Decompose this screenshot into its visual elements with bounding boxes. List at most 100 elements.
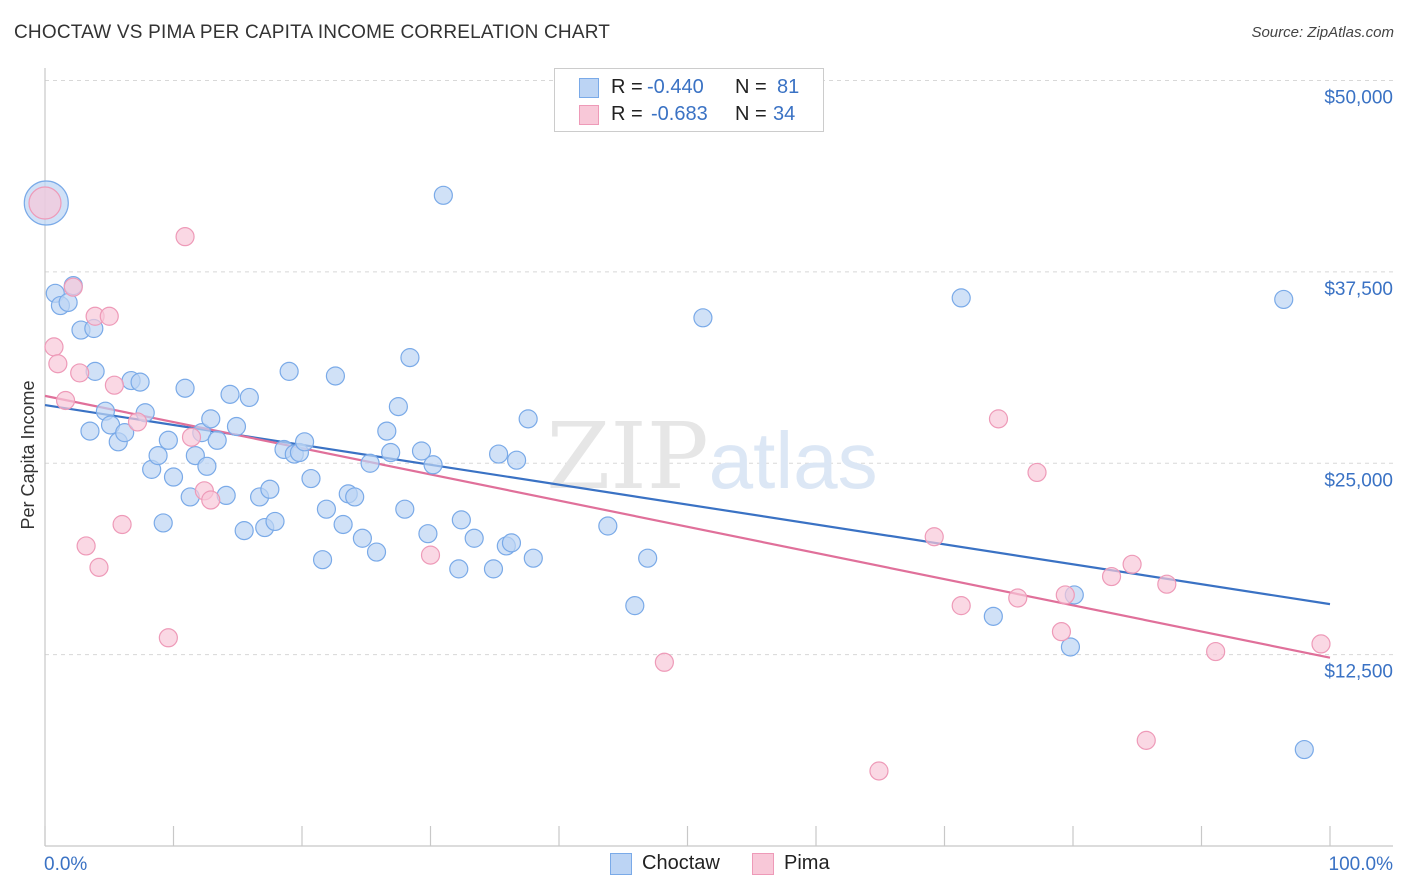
choctaw-n-label: N = <box>735 76 767 98</box>
data-points <box>23 180 1331 781</box>
choctaw-point-71 <box>598 516 618 536</box>
choctaw-point-59 <box>423 455 443 475</box>
pima-n-label: N = <box>735 103 767 125</box>
choctaw-point-73 <box>638 548 658 568</box>
y-tick-label-0: $12,500 <box>1324 662 1393 683</box>
choctaw-point-36 <box>265 511 285 532</box>
chart-source: Source: ZipAtlas.com <box>1251 24 1394 41</box>
pima-point-23 <box>988 409 1009 429</box>
choctaw-point-6 <box>80 421 100 441</box>
pima-point-29 <box>1122 554 1142 574</box>
axis-labels: $12,500 $25,000 $37,500 $50,000 0.0% 100.0% Pe… <box>18 88 1393 876</box>
pima-point-28 <box>1101 566 1122 587</box>
choctaw-point-69 <box>518 409 538 429</box>
choctaw-point-29 <box>220 384 240 404</box>
pima-point-22 <box>951 596 971 616</box>
choctaw-point-70 <box>523 548 543 568</box>
bottom-legend-pima-label: Pima <box>784 852 830 874</box>
choctaw-point-55 <box>395 499 415 519</box>
choctaw-point-56 <box>400 348 420 368</box>
y-tick-label-2: $37,500 <box>1324 279 1393 300</box>
pima-point-20 <box>869 761 889 781</box>
pima-point-33 <box>1311 634 1331 654</box>
choctaw-point-44 <box>316 499 337 519</box>
choctaw-point-79 <box>1274 289 1294 310</box>
pima-point-13 <box>158 628 178 648</box>
pima-point-25 <box>1027 462 1047 483</box>
watermark-atlas: atlas <box>709 416 878 505</box>
x-tick-label-min: 0.0% <box>44 854 87 875</box>
choctaw-point-20 <box>163 467 184 487</box>
pima-point-6 <box>76 536 96 556</box>
pima-point-9 <box>99 306 119 326</box>
choctaw-point-35 <box>260 479 280 499</box>
watermark: ZIPatlas <box>546 403 877 510</box>
choctaw-point-52 <box>377 421 397 441</box>
choctaw-point-12 <box>115 423 135 443</box>
pima-point-18 <box>420 545 441 565</box>
choctaw-point-32 <box>239 387 259 408</box>
choctaw-point-54 <box>388 397 408 417</box>
choctaw-point-26 <box>201 409 221 429</box>
choctaw-point-63 <box>464 528 484 548</box>
choctaw-point-60 <box>433 185 453 205</box>
y-tick-label-1: $25,000 <box>1324 470 1393 491</box>
correlation-legend: R = -0.440 N = 81 R = -0.683 N = 34 <box>554 68 824 132</box>
bottom-legend-choctaw-swatch <box>610 853 632 875</box>
choctaw-point-80 <box>1294 739 1314 760</box>
choctaw-point-46 <box>333 514 353 535</box>
choctaw-swatch <box>579 78 599 98</box>
y-tick-label-3: $50,000 <box>1324 88 1393 109</box>
pima-point-0 <box>28 186 62 220</box>
pima-point-24 <box>1008 588 1028 608</box>
choctaw-point-17 <box>148 445 168 466</box>
pima-point-14 <box>175 227 195 247</box>
pima-point-31 <box>1157 574 1177 594</box>
choctaw-point-19 <box>158 430 178 450</box>
choctaw-point-43 <box>312 550 333 570</box>
bottom-legend-pima-swatch <box>752 853 774 875</box>
gridlines <box>45 80 1393 656</box>
choctaw-point-27 <box>207 430 227 450</box>
pima-trend-line <box>44 394 1331 659</box>
choctaw-point-25 <box>197 456 217 476</box>
choctaw-point-51 <box>366 542 387 562</box>
choctaw-point-65 <box>489 444 509 464</box>
pima-point-12 <box>127 412 148 432</box>
pima-point-8 <box>89 557 109 577</box>
choctaw-point-18 <box>153 513 173 533</box>
pima-point-2 <box>48 354 68 374</box>
y-axis-label: Per Capita Income <box>18 380 38 529</box>
choctaw-point-67 <box>501 533 522 553</box>
choctaw-point-30 <box>226 416 247 437</box>
choctaw-point-45 <box>325 366 346 386</box>
choctaw-point-38 <box>279 361 299 381</box>
choctaw-point-57 <box>411 441 432 461</box>
pima-point-27 <box>1055 585 1075 605</box>
pima-r-label: R = <box>611 103 643 125</box>
pima-point-26 <box>1051 622 1072 642</box>
choctaw-point-58 <box>418 524 438 544</box>
pima-n-value: 34 <box>773 103 796 125</box>
x-tick-label-max: 100.0% <box>1329 854 1394 875</box>
pima-point-4 <box>63 277 83 297</box>
pima-point-30 <box>1136 730 1156 750</box>
choctaw-point-75 <box>951 288 971 308</box>
choctaw-point-49 <box>352 528 372 548</box>
choctaw-point-42 <box>301 468 321 489</box>
choctaw-point-76 <box>983 606 1003 626</box>
pima-point-11 <box>112 514 132 535</box>
watermark-zip: ZIP <box>546 403 708 510</box>
choctaw-point-72 <box>625 596 645 616</box>
pima-point-10 <box>104 375 124 395</box>
choctaw-point-77 <box>1060 637 1081 657</box>
choctaw-r-value: -0.440 <box>647 76 704 98</box>
pima-point-3 <box>55 390 76 411</box>
choctaw-point-64 <box>483 559 504 579</box>
choctaw-point-50 <box>360 453 380 473</box>
choctaw-point-62 <box>451 510 471 530</box>
choctaw-point-21 <box>175 378 195 398</box>
choctaw-r-label: R = <box>611 76 643 98</box>
choctaw-n-value: 81 <box>777 76 800 98</box>
